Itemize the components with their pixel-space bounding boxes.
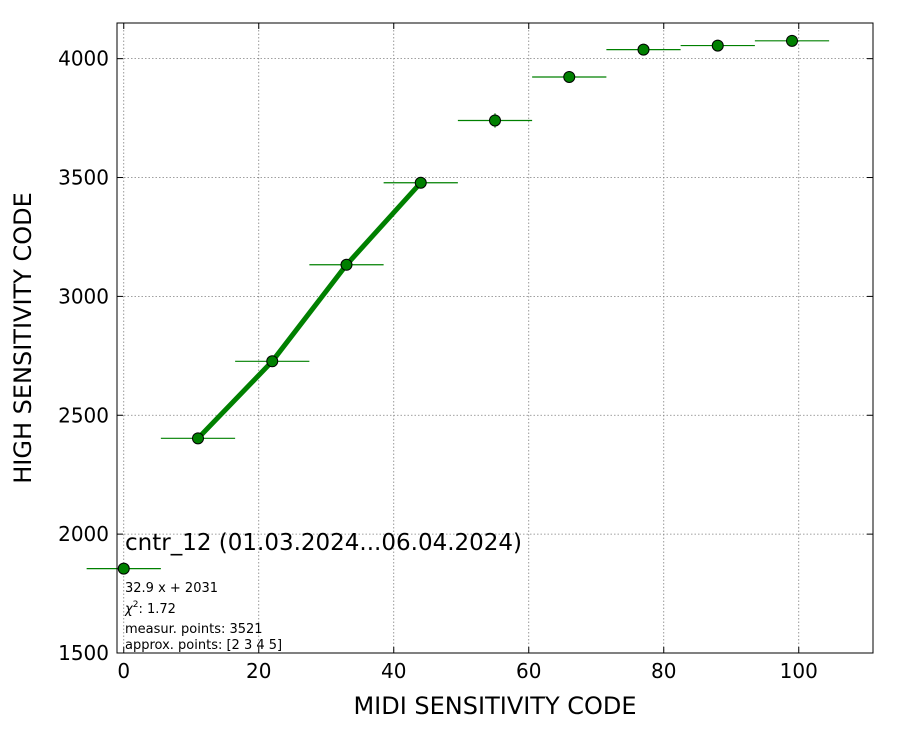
- x-tick-label: 0: [117, 659, 130, 683]
- x-tick-label: 80: [651, 659, 676, 683]
- data-point: [266, 355, 279, 368]
- y-tick-label: 3000: [58, 284, 109, 308]
- approx-points: approx. points: [2 3 4 5]: [125, 638, 282, 653]
- x-axis-label: MIDI SENSITIVITY CODE: [353, 692, 636, 720]
- grid: [117, 23, 873, 654]
- fit-layer: [195, 180, 424, 441]
- data-points: [117, 34, 798, 575]
- x-tick-label: 100: [780, 659, 818, 683]
- chi-value: : 1.72: [138, 602, 175, 617]
- annotation-box: cntr_12 (01.03.2024...06.04.2024) 32.9 x…: [124, 530, 522, 653]
- data-point: [563, 70, 576, 83]
- fit-line: [195, 180, 424, 441]
- data-point: [637, 43, 650, 56]
- measur-points: measur. points: 3521: [125, 622, 263, 637]
- chi-square: χ2: 1.72: [124, 600, 176, 617]
- annotation-title: cntr_12 (01.03.2024...06.04.2024): [125, 530, 522, 556]
- data-point: [414, 176, 427, 189]
- y-axis-label: HIGH SENSITIVITY CODE: [9, 192, 37, 484]
- x-tick-label: 60: [516, 659, 541, 683]
- ticks: 0 20 40 60 80 100 1500 2000 2500 3000 3500 4000: [58, 23, 873, 683]
- y-tick-label: 2000: [58, 522, 109, 546]
- data-point: [489, 114, 501, 127]
- data-point: [340, 258, 353, 271]
- data-point: [192, 432, 204, 445]
- y-tick-label: 4000: [58, 47, 109, 71]
- x-tick-label: 40: [381, 659, 406, 683]
- chi-symbol: χ: [124, 602, 134, 617]
- x-tick-label: 20: [246, 659, 271, 683]
- y-tick-label: 2500: [58, 403, 109, 427]
- data-point: [786, 34, 798, 47]
- y-tick-label: 3500: [58, 166, 109, 190]
- y-tick-label: 1500: [58, 641, 109, 665]
- data-point: [711, 39, 724, 52]
- fit-equation: 32.9 x + 2031: [125, 581, 218, 596]
- plot-frame: [116, 22, 874, 654]
- chi-superscript: 2: [133, 600, 139, 610]
- data-point: [117, 562, 130, 575]
